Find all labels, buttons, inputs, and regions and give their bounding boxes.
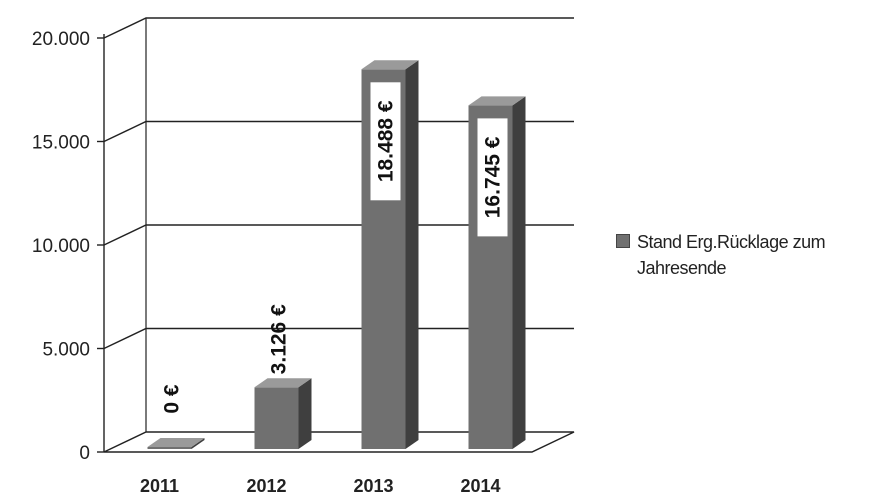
data-label-2011: 0 €: [161, 384, 184, 414]
data-labels: 0 € 3.126 € 18.488 € 16.745 €: [161, 82, 508, 414]
data-label-2013: 18.488 €: [370, 82, 401, 201]
y-tick-label: 5.000: [42, 340, 90, 361]
x-tick-label: 2012: [246, 476, 286, 496]
bar-front: [254, 387, 299, 449]
y-tick-label: 10.000: [32, 236, 90, 257]
legend-swatch: [616, 234, 630, 248]
y-tick-label: 0: [79, 443, 90, 464]
svg-text:18.488 €: 18.488 €: [375, 100, 398, 182]
x-tick-label: 2013: [353, 476, 393, 496]
axes: [97, 18, 575, 453]
bar-top: [254, 378, 312, 388]
bar-front: [147, 447, 192, 449]
legend: Stand Erg.Rücklage zum Jahresende: [616, 229, 878, 281]
data-label-2012: 3.126 €: [268, 304, 291, 374]
gridline: [103, 17, 574, 39]
bar-2011: [147, 438, 205, 449]
svg-text:16.745 €: 16.745 €: [482, 136, 505, 218]
bar-side: [191, 438, 205, 449]
y-tick-label: 20.000: [32, 29, 90, 50]
bar-side: [298, 378, 312, 449]
x-tick-label: 2014: [460, 476, 500, 496]
chart-floor: [103, 431, 575, 453]
svg-text:3.126 €: 3.126 €: [268, 304, 291, 374]
data-label-2014: 16.745 €: [477, 118, 508, 237]
bar-side: [405, 60, 419, 449]
bar-side: [512, 96, 526, 449]
x-axis-tick-labels: 2011 2012 2013 2014: [140, 476, 501, 496]
x-tick-label: 2011: [140, 476, 179, 496]
bar-top: [468, 96, 526, 106]
y-axis-tick-labels: 0 5.000 10.000 15.000 20.000: [32, 29, 90, 464]
y-tick-label: 15.000: [32, 133, 90, 154]
legend-label: Stand Erg.Rücklage zum Jahresende: [637, 232, 826, 278]
svg-text:0 €: 0 €: [161, 384, 184, 414]
bar-top: [147, 438, 205, 447]
bar-2012: [254, 378, 312, 449]
bars: [147, 60, 526, 449]
bar-top: [361, 60, 419, 70]
